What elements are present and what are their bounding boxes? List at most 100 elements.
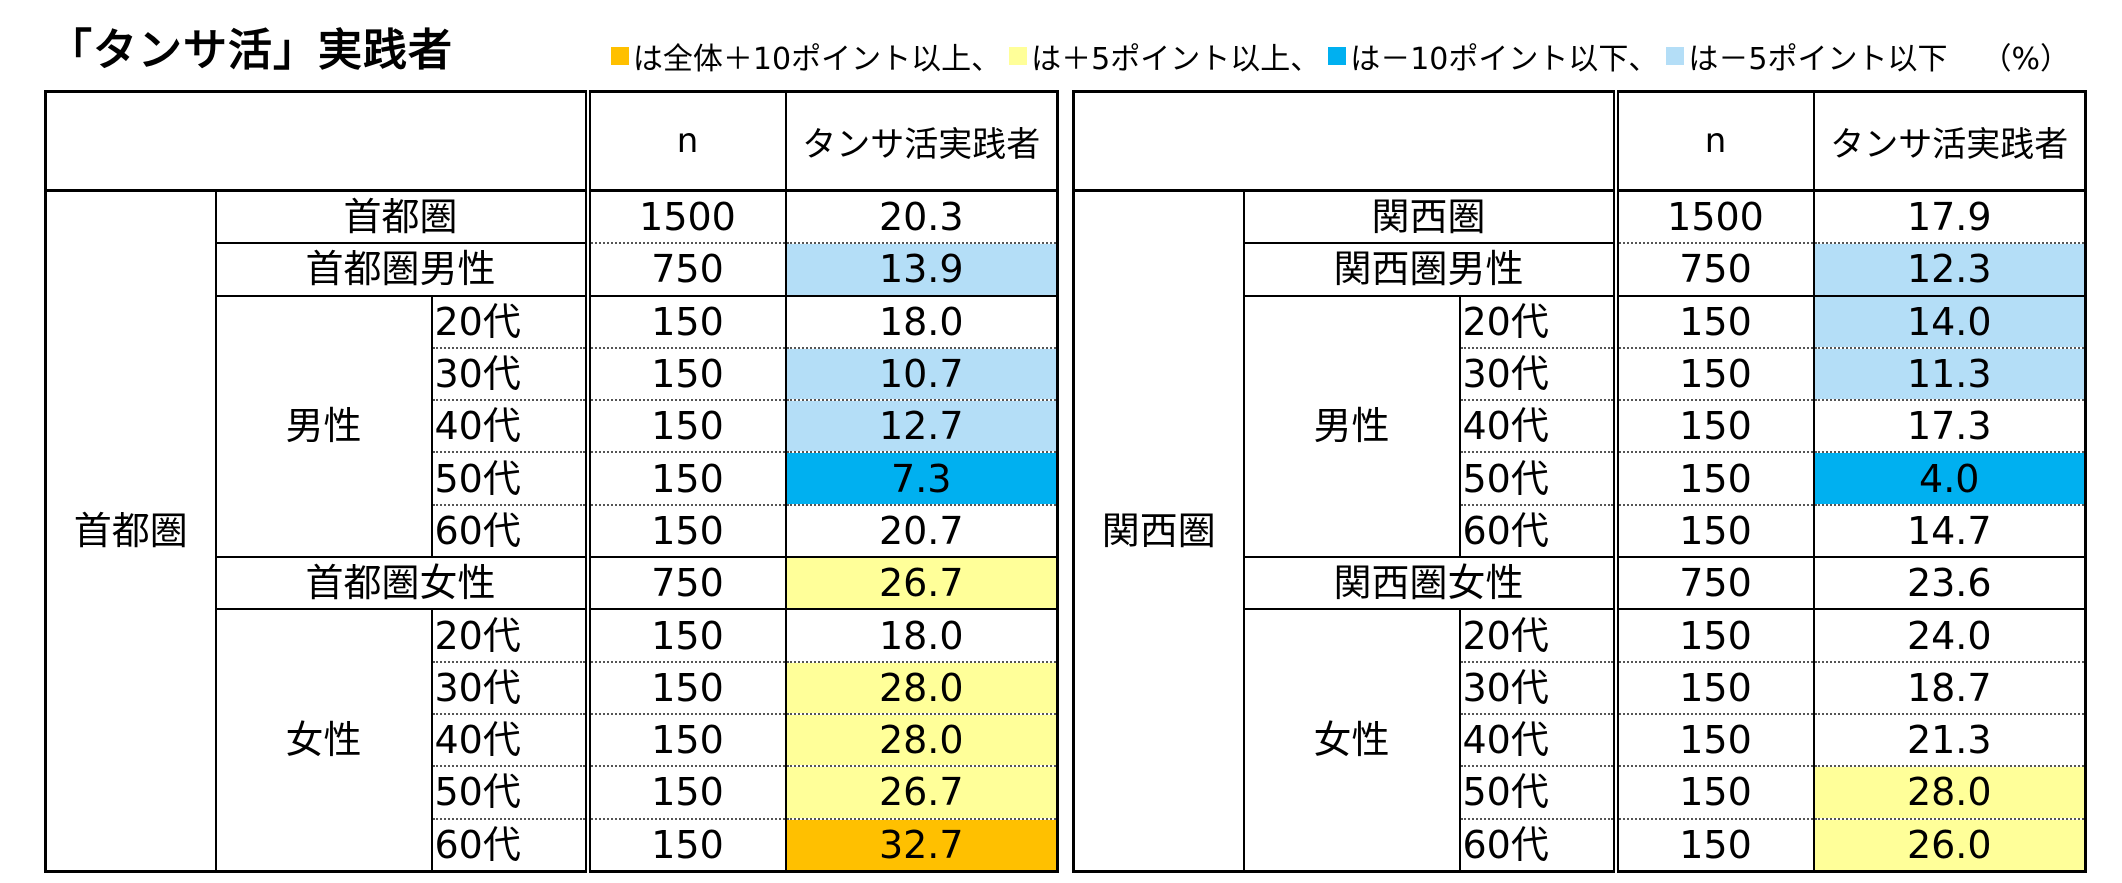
row-label: 関西圏男性 — [1242, 243, 1616, 297]
group-label: 男性 — [1242, 295, 1460, 559]
cell-value: 14.0 — [1812, 295, 2086, 349]
legend-label-minus5: は－5ポイント以下 — [1688, 42, 1948, 77]
cell-value: 10.7 — [784, 347, 1058, 402]
table-row: 60代 150 26.0 — [1074, 818, 2086, 872]
row-label: 40代 — [1458, 400, 1616, 454]
legend: は全体＋10ポイント以上、 は＋5ポイント以上、 は－10ポイント以下、 は－5… — [603, 34, 2070, 78]
cell-value: 26.7 — [784, 557, 1058, 611]
cell-value: 28.0 — [1812, 766, 2086, 820]
table-row: 60代 150 20.7 — [46, 504, 1058, 559]
row-label: 30代 — [1458, 347, 1616, 402]
table-row: 30代 150 18.7 — [1074, 661, 2086, 715]
cell-n: 150 — [584, 452, 786, 506]
row-label: 30代 — [1458, 661, 1616, 715]
cell-value: 23.6 — [1812, 557, 2086, 611]
page-title: 「タンサ活」実践者 — [48, 25, 453, 76]
row-label: 40代 — [430, 400, 588, 454]
legend-label-minus10: は－10ポイント以下、 — [1350, 42, 1659, 77]
table-row: 30代 150 28.0 — [46, 661, 1058, 715]
row-label: 60代 — [1458, 504, 1616, 559]
row-label: 50代 — [1458, 452, 1616, 506]
legend-swatch-plus10 — [610, 47, 629, 65]
row-label: 40代 — [430, 713, 588, 768]
row-label: 60代 — [430, 504, 588, 559]
legend-label-plus5: は＋5ポイント以上、 — [1031, 42, 1321, 77]
cell-n: 150 — [584, 609, 786, 663]
table-row: 40代 150 21.3 — [1074, 713, 2086, 768]
cell-n: 750 — [584, 557, 786, 611]
cell-n: 150 — [584, 818, 786, 872]
table-row: 男性 20代 150 14.0 — [1074, 295, 2086, 559]
row-label: 20代 — [430, 609, 588, 663]
cell-value: 18.7 — [1812, 661, 2086, 715]
cell-value: 13.9 — [784, 243, 1058, 297]
cell-n: 150 — [584, 713, 786, 768]
header-n: n — [584, 91, 786, 192]
table-row: 60代 150 14.7 — [1074, 504, 2086, 559]
cell-value: 17.3 — [1812, 400, 2086, 454]
legend-label-plus10: は全体＋10ポイント以上、 — [632, 42, 1002, 77]
row-label: 首都圏 — [214, 190, 588, 245]
cell-n: 150 — [584, 295, 786, 349]
table-row: 男性 20代 150 18.0 — [46, 295, 1058, 559]
row-label: 関西圏女性 — [1242, 557, 1616, 611]
table-row: 60代 150 32.7 — [46, 818, 1058, 872]
cell-n: 150 — [1612, 295, 1814, 349]
cell-value: 28.0 — [784, 713, 1058, 768]
cell-value: 17.9 — [1812, 190, 2086, 245]
table-row: 50代 150 7.3 — [46, 452, 1058, 506]
cell-n: 1500 — [1612, 190, 1814, 245]
legend-swatch-plus5 — [1009, 47, 1028, 65]
legend-item-minus5: は－5ポイント以下 — [1658, 34, 1947, 78]
header-value: タンサ活実践者 — [784, 91, 1058, 192]
cell-value: 24.0 — [1812, 609, 2086, 663]
cell-value: 4.0 — [1812, 452, 2086, 506]
header-blank — [1072, 91, 1616, 192]
cell-n: 150 — [584, 504, 786, 559]
region-label: 首都圏 — [73, 508, 188, 553]
row-label: 20代 — [1458, 295, 1616, 349]
header-value: タンサ活実践者 — [1812, 91, 2086, 192]
table-kansaiken: n タンサ活実践者 関西圏 関西圏 1500 17.9 関西圏男性 750 12… — [1072, 90, 2087, 873]
row-label: 関西圏 — [1242, 190, 1616, 245]
cell-n: 150 — [1612, 818, 1814, 872]
cell-value: 21.3 — [1812, 713, 2086, 768]
cell-value: 14.7 — [1812, 504, 2086, 559]
group-label: 男性 — [214, 295, 432, 559]
cell-value: 12.3 — [1812, 243, 2086, 297]
cell-n: 150 — [1612, 347, 1814, 402]
cell-n: 150 — [1612, 661, 1814, 715]
unit-label: （%） — [1981, 42, 2070, 77]
table-row: 関西圏女性 750 23.6 — [1074, 557, 2086, 611]
cell-n: 150 — [1612, 452, 1814, 506]
cell-n: 750 — [1612, 557, 1814, 611]
cell-value: 7.3 — [784, 452, 1058, 506]
group-label: 女性 — [214, 609, 432, 872]
table-row: 女性 20代 150 24.0 — [1074, 609, 2086, 872]
row-label: 首都圏男性 — [214, 243, 588, 297]
row-label: 50代 — [1458, 766, 1616, 820]
row-label: 40代 — [1458, 713, 1616, 768]
cell-n: 150 — [1612, 766, 1814, 820]
legend-item-minus10: は－10ポイント以下、 — [1320, 34, 1658, 78]
cell-value: 18.0 — [784, 609, 1058, 663]
table-row: 40代 150 12.7 — [46, 400, 1058, 454]
cell-value: 26.0 — [1812, 818, 2086, 872]
cell-n: 750 — [1612, 243, 1814, 297]
row-label: 30代 — [430, 347, 588, 402]
row-label: 50代 — [430, 766, 588, 820]
cell-value: 12.7 — [784, 400, 1058, 454]
table-row: 50代 150 28.0 — [1074, 766, 2086, 820]
table-row: 50代 150 26.7 — [46, 766, 1058, 820]
cell-n: 150 — [584, 400, 786, 454]
cell-value: 20.3 — [784, 190, 1058, 245]
table-header-row: n タンサ活実践者 — [1072, 91, 2086, 192]
table-row: 女性 20代 150 18.0 — [46, 609, 1058, 872]
cell-value: 26.7 — [784, 766, 1058, 820]
row-label: 20代 — [1458, 609, 1616, 663]
row-label: 30代 — [430, 661, 588, 715]
cell-value: 28.0 — [784, 661, 1058, 715]
cell-n: 150 — [584, 661, 786, 715]
cell-n: 750 — [584, 243, 786, 297]
header-n: n — [1612, 91, 1814, 192]
